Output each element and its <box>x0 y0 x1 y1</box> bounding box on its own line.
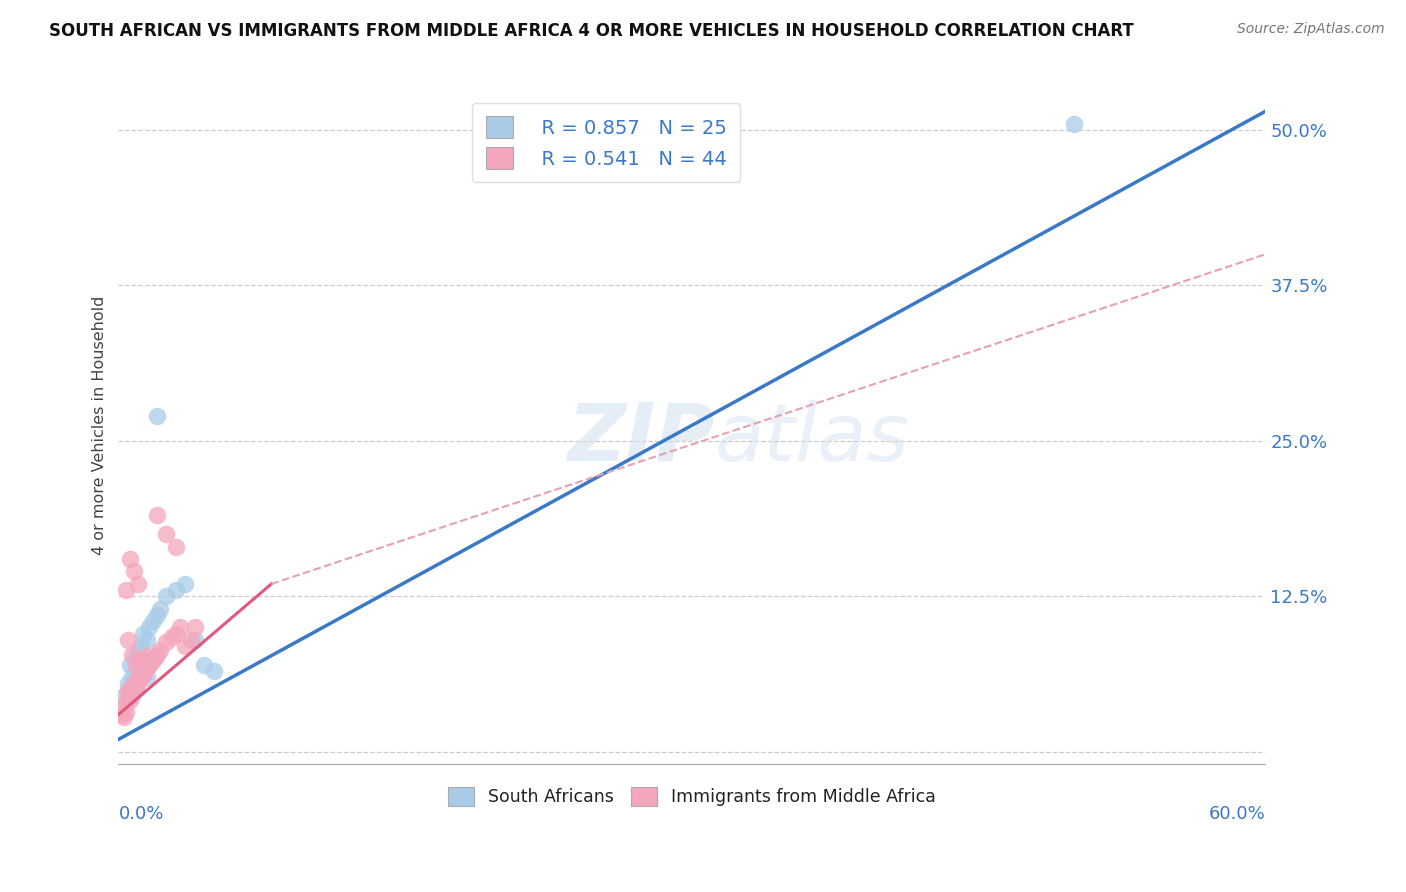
Point <box>122 651 145 665</box>
Point <box>145 409 167 423</box>
Y-axis label: 4 or more Vehicles in Household: 4 or more Vehicles in Household <box>93 295 107 555</box>
Point <box>132 667 155 681</box>
Point <box>117 632 139 647</box>
Point <box>118 682 141 697</box>
Point <box>132 626 155 640</box>
Point <box>124 682 146 697</box>
Point <box>184 632 207 647</box>
Point <box>165 626 187 640</box>
Point <box>180 632 202 647</box>
Point <box>145 508 167 523</box>
Point <box>122 676 145 690</box>
Point <box>136 670 159 684</box>
Point <box>112 710 135 724</box>
Point <box>124 660 146 674</box>
Point <box>138 620 160 634</box>
Point <box>149 643 172 657</box>
Point <box>117 676 139 690</box>
Point <box>131 639 153 653</box>
Point <box>193 657 215 672</box>
Point <box>160 631 183 645</box>
Point <box>134 664 156 678</box>
Point <box>115 583 138 598</box>
Point <box>122 565 145 579</box>
Point <box>155 527 177 541</box>
Point <box>165 583 187 598</box>
Point <box>136 648 159 663</box>
Point <box>184 620 207 634</box>
Point <box>169 620 191 634</box>
Text: atlas: atlas <box>714 400 910 478</box>
Point <box>112 701 135 715</box>
Point <box>132 651 155 665</box>
Point <box>149 601 172 615</box>
Point <box>202 664 225 678</box>
Point <box>118 657 141 672</box>
Point <box>174 639 197 653</box>
Point <box>1063 117 1085 131</box>
Point <box>174 577 197 591</box>
Text: 60.0%: 60.0% <box>1209 805 1265 823</box>
Point <box>131 670 153 684</box>
Point <box>121 685 143 699</box>
Point <box>136 661 159 675</box>
Point <box>142 653 165 667</box>
Point <box>121 689 143 703</box>
Point <box>121 670 143 684</box>
Point <box>128 654 150 668</box>
Point <box>121 648 143 662</box>
Point <box>117 689 139 703</box>
Point <box>142 614 165 628</box>
Point <box>117 682 139 697</box>
Point <box>127 577 149 591</box>
Point <box>111 707 134 722</box>
Point <box>115 705 138 719</box>
Point <box>127 645 149 659</box>
Point <box>136 632 159 647</box>
Text: Source: ZipAtlas.com: Source: ZipAtlas.com <box>1237 22 1385 37</box>
Point <box>112 689 135 703</box>
Point <box>127 676 149 690</box>
Point <box>139 655 162 669</box>
Text: ZIP: ZIP <box>568 400 714 478</box>
Point <box>165 540 187 554</box>
Point <box>124 680 146 694</box>
Point <box>118 552 141 566</box>
Point <box>128 673 150 687</box>
Point <box>145 648 167 662</box>
Legend: South Africans, Immigrants from Middle Africa: South Africans, Immigrants from Middle A… <box>441 780 943 814</box>
Point <box>145 607 167 622</box>
Point <box>138 657 160 672</box>
Point <box>155 635 177 649</box>
Point <box>155 590 177 604</box>
Point <box>118 692 141 706</box>
Text: SOUTH AFRICAN VS IMMIGRANTS FROM MIDDLE AFRICA 4 OR MORE VEHICLES IN HOUSEHOLD C: SOUTH AFRICAN VS IMMIGRANTS FROM MIDDLE … <box>49 22 1135 40</box>
Point <box>122 682 145 697</box>
Text: 0.0%: 0.0% <box>118 805 165 823</box>
Point <box>115 695 138 709</box>
Point <box>143 650 166 665</box>
